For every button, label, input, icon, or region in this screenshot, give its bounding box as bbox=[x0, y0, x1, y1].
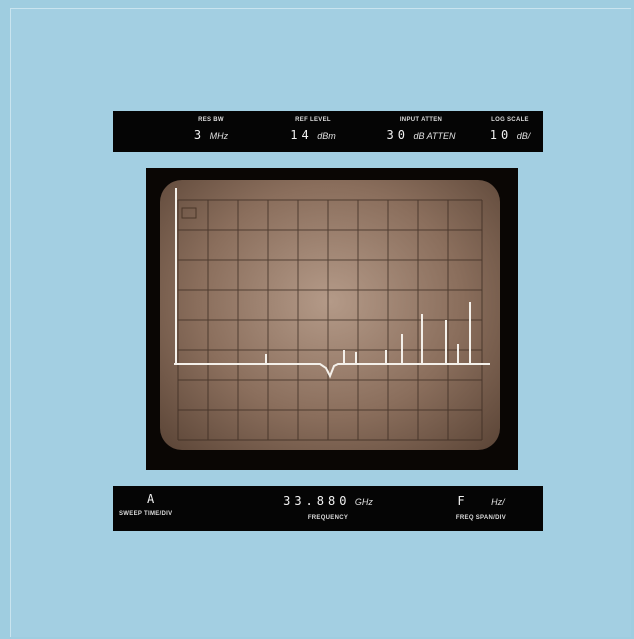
frequency-value: 33.880 bbox=[283, 494, 351, 508]
frequency-label: FREQUENCY bbox=[307, 515, 349, 521]
spectrum-display bbox=[174, 188, 490, 441]
top-readout-panel: RES BW 3 MHz REF LEVEL 14 dBm INPUT ATTE… bbox=[113, 111, 543, 152]
trace bbox=[174, 188, 490, 379]
log-scale-label: LOG SCALE bbox=[491, 117, 529, 123]
span-value: F bbox=[457, 494, 469, 508]
input-atten-readout: INPUT ATTEN 30 dB ATTEN bbox=[371, 117, 471, 144]
res-bw-readout: RES BW 3 MHz bbox=[171, 117, 251, 144]
sweep-readout: A SWEEP TIME/DIV bbox=[119, 492, 209, 517]
log-scale-unit: dB/ bbox=[516, 131, 531, 141]
span-readout: F Hz/ FREQ SPAN/DIV bbox=[431, 492, 531, 521]
input-atten-label: INPUT ATTEN bbox=[399, 117, 443, 123]
input-atten-value: 30 bbox=[386, 128, 409, 142]
screen-marker bbox=[181, 207, 197, 219]
frequency-readout: 33.880 GHz FREQUENCY bbox=[253, 492, 403, 521]
sweep-value: A bbox=[147, 492, 159, 506]
input-atten-unit: dB ATTEN bbox=[413, 131, 456, 141]
res-bw-unit: MHz bbox=[209, 131, 229, 141]
res-bw-value: 3 bbox=[193, 128, 206, 142]
ref-level-label: REF LEVEL bbox=[295, 117, 331, 123]
graticule bbox=[177, 199, 483, 441]
log-scale-value: 10 bbox=[489, 128, 513, 142]
ref-level-readout: REF LEVEL 14 dBm bbox=[271, 117, 355, 144]
span-label: FREQ SPAN/DIV bbox=[455, 515, 507, 521]
ref-level-unit: dBm bbox=[317, 131, 336, 141]
res-bw-label: RES BW bbox=[198, 117, 224, 123]
sweep-label: SWEEP TIME/DIV bbox=[119, 511, 173, 517]
frequency-unit: GHz bbox=[354, 497, 373, 507]
log-scale-readout: LOG SCALE 10 dB/ bbox=[479, 117, 541, 144]
span-unit: Hz/ bbox=[491, 497, 505, 507]
ref-level-value: 14 bbox=[290, 128, 313, 142]
bottom-readout-panel: A SWEEP TIME/DIV 33.880 GHz FREQUENCY F … bbox=[113, 486, 543, 531]
scope-screen bbox=[160, 180, 500, 450]
